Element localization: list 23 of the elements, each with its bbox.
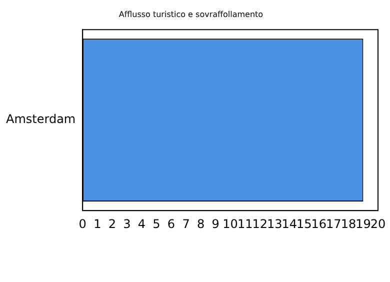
x-tick-label: 1 (94, 216, 102, 231)
x-tick-label: 5 (152, 216, 160, 231)
chart-title: Afflusso turistico e sovraffollamento (118, 10, 264, 19)
x-tick-label: 2 (108, 216, 116, 231)
x-tick-label: 13 (266, 216, 282, 231)
x-tick-label: 6 (167, 216, 176, 231)
x-tick-label: 12 (252, 216, 268, 231)
x-tick-label: 0 (78, 216, 86, 231)
x-tick-label: 19 (356, 216, 371, 231)
x-tick-label: 11 (237, 216, 253, 231)
x-tick-label: 18 (340, 216, 356, 231)
x-tick-label: 16 (311, 216, 327, 231)
x-tick-label: 10 (222, 216, 238, 231)
x-tick-label: 20 (370, 216, 386, 231)
x-tick-label: 4 (138, 216, 146, 231)
x-tick-label: 8 (196, 216, 205, 231)
x-tick-label: 7 (182, 216, 190, 231)
x-tick-label: 15 (296, 216, 312, 231)
x-tick-label: 3 (123, 216, 131, 231)
x-tick-label: 17 (326, 216, 342, 231)
x-tick-label: 14 (282, 216, 298, 231)
y-tick-label: Amsterdam (6, 112, 76, 126)
x-tick-label: 9 (212, 216, 220, 231)
